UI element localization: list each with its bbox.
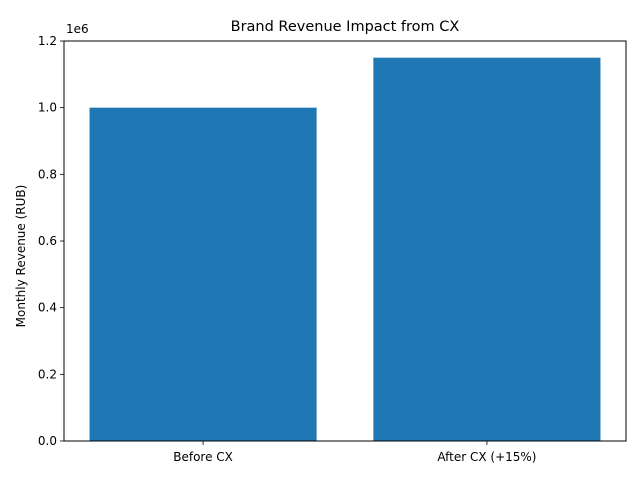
bar-0 xyxy=(89,107,317,442)
chart-title: Brand Revenue Impact from CX xyxy=(231,19,460,35)
x-ticks-group: Before CX After CX (+15%) xyxy=(173,441,536,464)
y-tick-label: 0.2 xyxy=(38,367,57,381)
y-tick-label: 0.4 xyxy=(38,301,57,315)
y-tick-label: 1.2 xyxy=(38,34,57,48)
x-tick-label: Before CX xyxy=(173,450,233,464)
bars-group xyxy=(89,57,601,442)
y-tick-label: 0.6 xyxy=(38,234,57,248)
x-tick-label: After CX (+15%) xyxy=(437,450,536,464)
bar-1 xyxy=(373,57,601,442)
axes-frame xyxy=(63,40,627,442)
y-tick-label: 1.0 xyxy=(38,101,57,115)
y-tick-label: 0.8 xyxy=(38,167,57,181)
y-axis-offset-label: 1e6 xyxy=(66,22,89,36)
y-tick-label: 0.0 xyxy=(38,434,57,448)
y-ticks-group: 0.0 0.2 0.4 0.6 0.8 1.0 1.2 xyxy=(38,34,64,448)
y-axis-label: Monthly Revenue (RUB) xyxy=(14,185,28,328)
